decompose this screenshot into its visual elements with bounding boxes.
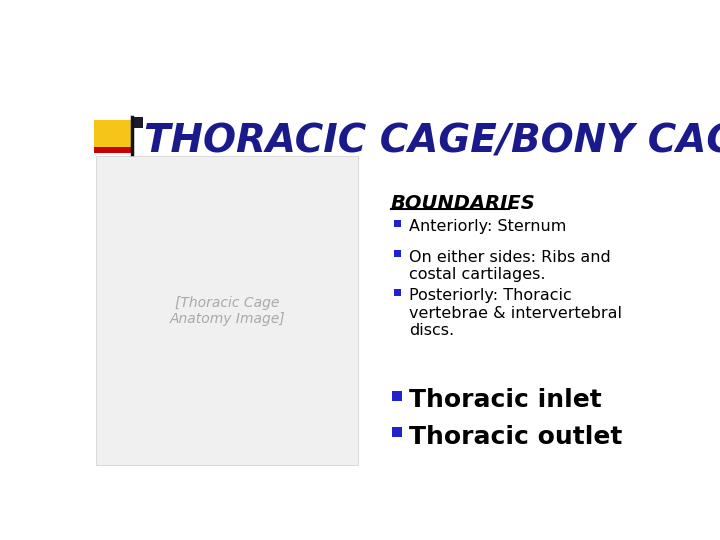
Text: On either sides: Ribs and
costal cartilages.: On either sides: Ribs and costal cartila… bbox=[409, 249, 611, 282]
FancyBboxPatch shape bbox=[394, 220, 401, 226]
Text: Anteriorly: Sternum: Anteriorly: Sternum bbox=[409, 219, 567, 234]
Text: Thoracic outlet: Thoracic outlet bbox=[409, 425, 623, 449]
FancyBboxPatch shape bbox=[394, 289, 401, 296]
FancyBboxPatch shape bbox=[94, 147, 131, 153]
Text: THORACIC CAGE/BONY CAGE: THORACIC CAGE/BONY CAGE bbox=[144, 123, 720, 161]
Text: BOUNDARIES: BOUNDARIES bbox=[391, 194, 536, 213]
FancyBboxPatch shape bbox=[96, 156, 358, 465]
Text: Thoracic inlet: Thoracic inlet bbox=[409, 388, 602, 412]
FancyBboxPatch shape bbox=[132, 117, 143, 128]
Text: [Thoracic Cage
Anatomy Image]: [Thoracic Cage Anatomy Image] bbox=[169, 296, 285, 326]
FancyBboxPatch shape bbox=[394, 251, 401, 257]
FancyBboxPatch shape bbox=[392, 428, 402, 437]
FancyBboxPatch shape bbox=[94, 120, 131, 150]
Text: Posteriorly: Thoracic
vertebrae & intervertebral
discs.: Posteriorly: Thoracic vertebrae & interv… bbox=[409, 288, 622, 338]
FancyBboxPatch shape bbox=[392, 390, 402, 401]
